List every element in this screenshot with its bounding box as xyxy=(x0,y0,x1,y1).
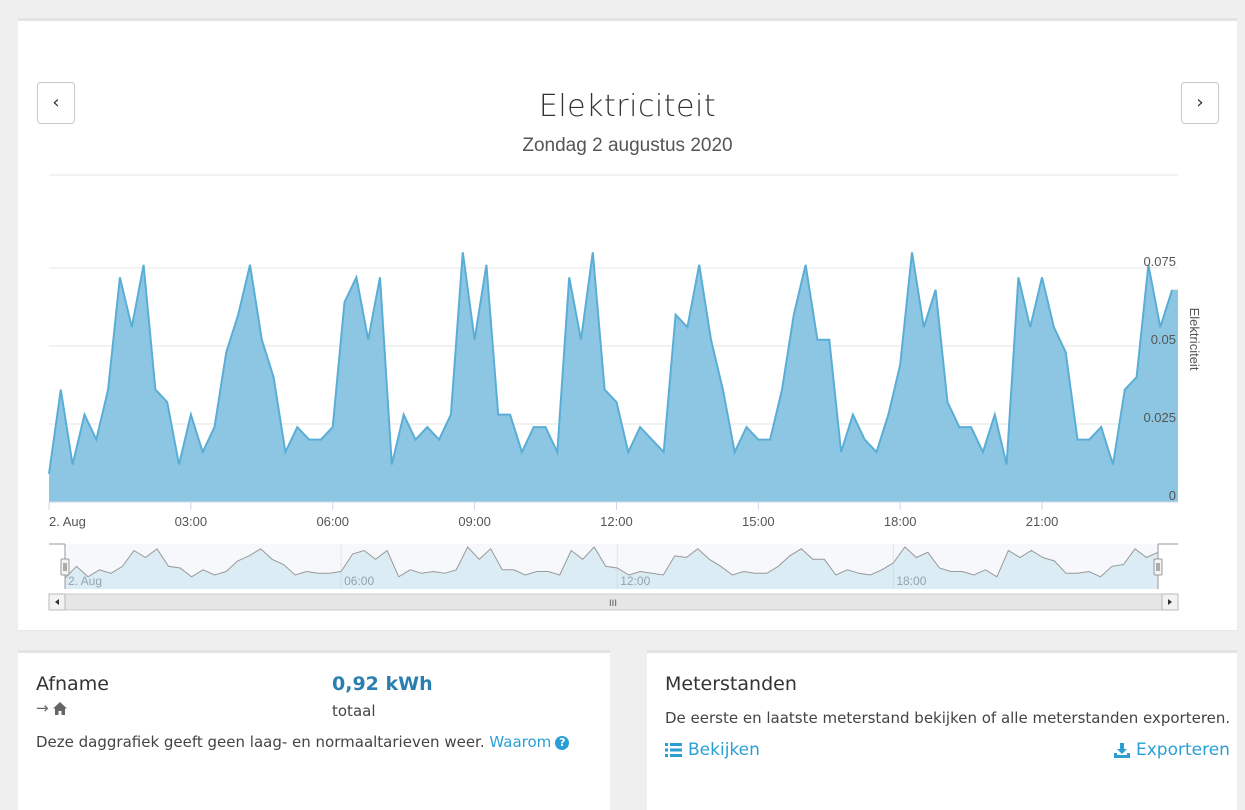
y-tick-label: 0.075 xyxy=(1143,254,1176,269)
y-axis-label: Elektriciteit xyxy=(1187,308,1202,371)
exporteren-label: Exporteren xyxy=(1136,740,1230,760)
afname-description-row: Deze daggrafiek geeft geen laag- en norm… xyxy=(36,733,569,751)
x-tick-label: 09:00 xyxy=(458,514,491,529)
waarom-link[interactable]: Waarom xyxy=(489,733,551,751)
navigator-handle-right[interactable] xyxy=(1154,559,1162,575)
afname-value: 0,92 kWh xyxy=(332,673,433,695)
x-tick-label: 18:00 xyxy=(884,514,917,529)
bekijken-label: Bekijken xyxy=(688,740,760,760)
x-tick-label: 12:00 xyxy=(600,514,633,529)
bekijken-button[interactable]: Bekijken xyxy=(665,740,760,760)
x-tick-label: 06:00 xyxy=(316,514,349,529)
afname-description: Deze daggrafiek geeft geen laag- en norm… xyxy=(36,733,485,751)
afname-title: Afname xyxy=(36,673,109,695)
chart-subtitle: Zondag 2 augustus 2020 xyxy=(18,135,1237,157)
meterstanden-title: Meterstanden xyxy=(665,673,797,695)
scrollbar-left-arrow[interactable] xyxy=(49,594,65,610)
navigator-handle-left[interactable] xyxy=(61,559,69,575)
series-area[interactable] xyxy=(49,252,1178,502)
download-icon xyxy=(1114,743,1130,758)
y-tick-label: 0 xyxy=(1169,488,1176,503)
exporteren-button[interactable]: Exporteren xyxy=(1114,740,1230,760)
afname-icons: → xyxy=(36,699,67,717)
meterstanden-card: Meterstanden De eerste en laatste meters… xyxy=(647,650,1237,810)
home-icon xyxy=(53,702,67,715)
list-icon xyxy=(665,743,682,757)
scrollbar-right-arrow[interactable] xyxy=(1162,594,1178,610)
chart-title: Elektriciteit xyxy=(18,89,1237,124)
scrollbar-grip[interactable]: III xyxy=(609,599,617,609)
afname-card: Afname → 0,92 kWh totaal Deze daggrafiek… xyxy=(18,650,610,810)
afname-value-label: totaal xyxy=(332,702,376,720)
y-tick-label: 0.05 xyxy=(1151,332,1176,347)
meterstanden-description: De eerste en laatste meterstand bekijken… xyxy=(665,709,1230,727)
arrow-right-icon: → xyxy=(36,699,49,717)
x-tick-label: 21:00 xyxy=(1026,514,1059,529)
chart-card: 2. Aug 03:00 06:00 09:00 12:00 15:00 18:00 21:0… xyxy=(18,18,1237,630)
x-tick-label: 03:00 xyxy=(175,514,208,529)
help-icon[interactable]: ? xyxy=(555,736,569,750)
x-tick-label: 2. Aug xyxy=(49,514,86,529)
y-tick-label: 0.025 xyxy=(1143,410,1176,425)
x-tick-label: 15:00 xyxy=(742,514,775,529)
